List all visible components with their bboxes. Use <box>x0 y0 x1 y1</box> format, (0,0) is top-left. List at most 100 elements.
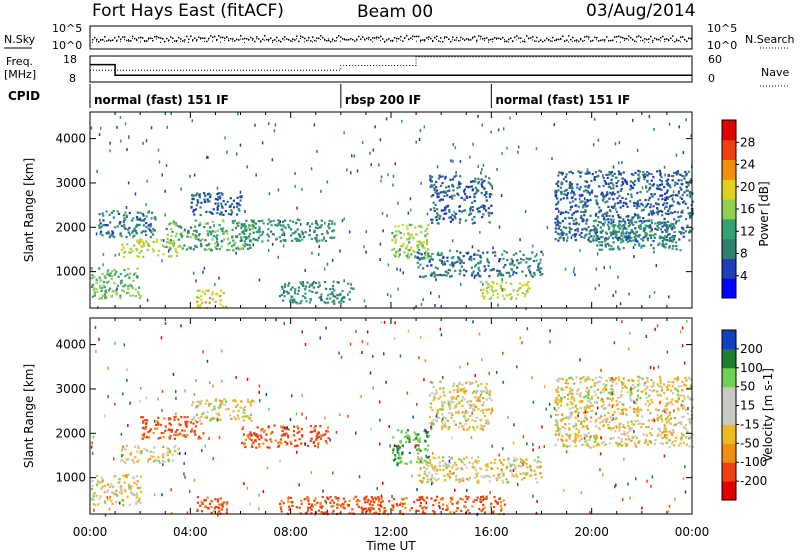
echo-cell <box>602 174 604 178</box>
freq-label: Freq. <box>6 55 33 68</box>
echo-cell <box>152 431 155 435</box>
echo-cell <box>460 509 463 512</box>
noise-point <box>224 37 226 40</box>
colorbar-segment <box>722 159 736 180</box>
echo-cell <box>485 391 488 394</box>
echo-cell <box>140 231 143 234</box>
echo-cell <box>646 180 649 183</box>
echo-cell <box>311 282 314 285</box>
echo-cell <box>559 191 563 194</box>
power-ylabel: Slant Range [km] <box>22 158 36 262</box>
echo-cell <box>483 414 486 418</box>
echo-cell <box>294 184 296 188</box>
echo-cell <box>640 408 643 411</box>
echo-cell <box>485 398 488 401</box>
search-noise-point <box>268 40 269 42</box>
echo-cell <box>618 220 621 223</box>
echo-cell <box>427 248 430 251</box>
echo-cell <box>569 387 572 390</box>
echo-cell <box>619 227 622 230</box>
echo-cell <box>386 293 389 296</box>
search-noise-point <box>160 41 161 43</box>
echo-cell <box>111 275 114 278</box>
echo-cell <box>458 209 461 213</box>
echo-cell <box>456 507 459 510</box>
echo-cell <box>127 483 130 486</box>
noise-point <box>172 37 174 40</box>
echo-cell <box>577 223 580 226</box>
echo-cell <box>559 404 562 407</box>
echo-cell <box>555 396 558 400</box>
echo-cell <box>455 174 458 177</box>
echo-cell <box>581 228 584 231</box>
echo-cell <box>540 476 543 479</box>
echo-cell <box>245 237 248 240</box>
echo-cell <box>612 226 615 229</box>
echo-cell <box>282 239 285 242</box>
echo-cell <box>103 293 106 296</box>
echo-cell <box>449 178 452 181</box>
echo-cell <box>471 382 474 385</box>
echo-cell <box>586 190 589 193</box>
echo-cell <box>286 290 289 293</box>
echo-cell <box>97 503 100 506</box>
echo-cell <box>650 427 653 430</box>
echo-cell <box>410 224 413 227</box>
echo-cell <box>524 210 527 213</box>
echo-cell <box>147 224 150 227</box>
echo-cell <box>518 282 521 285</box>
echo-cell <box>612 427 615 430</box>
echo-cell <box>425 507 428 510</box>
noise-point <box>190 35 192 38</box>
echo-cell <box>619 189 622 192</box>
echo-cell <box>297 289 300 292</box>
echo-cell <box>429 402 433 405</box>
echo-cell <box>571 172 574 175</box>
echo-cell <box>169 417 172 421</box>
echo-cell <box>606 237 609 240</box>
echo-cell <box>633 201 636 204</box>
echo-cell <box>650 379 653 382</box>
echo-cell <box>687 212 690 215</box>
noise-point <box>322 36 324 39</box>
echo-cell <box>684 170 687 173</box>
echo-cell <box>243 408 246 412</box>
echo-cell <box>237 417 240 420</box>
echo-cell <box>235 213 239 216</box>
echo-cell <box>586 410 589 414</box>
echo-cell <box>106 224 109 227</box>
echo-cell <box>477 460 480 463</box>
echo-cell <box>684 202 687 205</box>
echo-cell <box>327 497 330 500</box>
echo-cell <box>464 412 467 415</box>
echo-cell <box>224 203 227 206</box>
echo-cell <box>473 221 476 224</box>
echo-cell <box>598 241 601 244</box>
echo-cell <box>560 171 563 174</box>
echo-cell <box>477 397 480 400</box>
echo-cell <box>642 208 645 211</box>
echo-cell <box>313 430 316 433</box>
search-noise-point <box>384 41 385 43</box>
echo-cell <box>161 454 164 457</box>
echo-cell <box>672 175 675 178</box>
echo-cell <box>535 147 538 151</box>
echo-cell <box>458 273 461 276</box>
echo-cell <box>476 462 479 465</box>
echo-cell <box>658 221 662 224</box>
echo-cell <box>431 381 434 384</box>
echo-cell <box>207 156 209 159</box>
echo-cell <box>671 204 674 207</box>
echo-cell <box>308 502 311 505</box>
echo-cell <box>648 183 651 186</box>
echo-cell <box>607 427 610 430</box>
echo-cell <box>102 224 105 227</box>
echo-cell <box>189 236 192 239</box>
echo-cell <box>484 474 487 478</box>
echo-cell <box>662 409 665 412</box>
noise-right-tick-top: 10^5 <box>707 22 737 35</box>
echo-cell <box>426 435 429 438</box>
echo-cell <box>482 508 485 511</box>
noise-point <box>460 36 462 39</box>
echo-cell <box>326 301 329 304</box>
